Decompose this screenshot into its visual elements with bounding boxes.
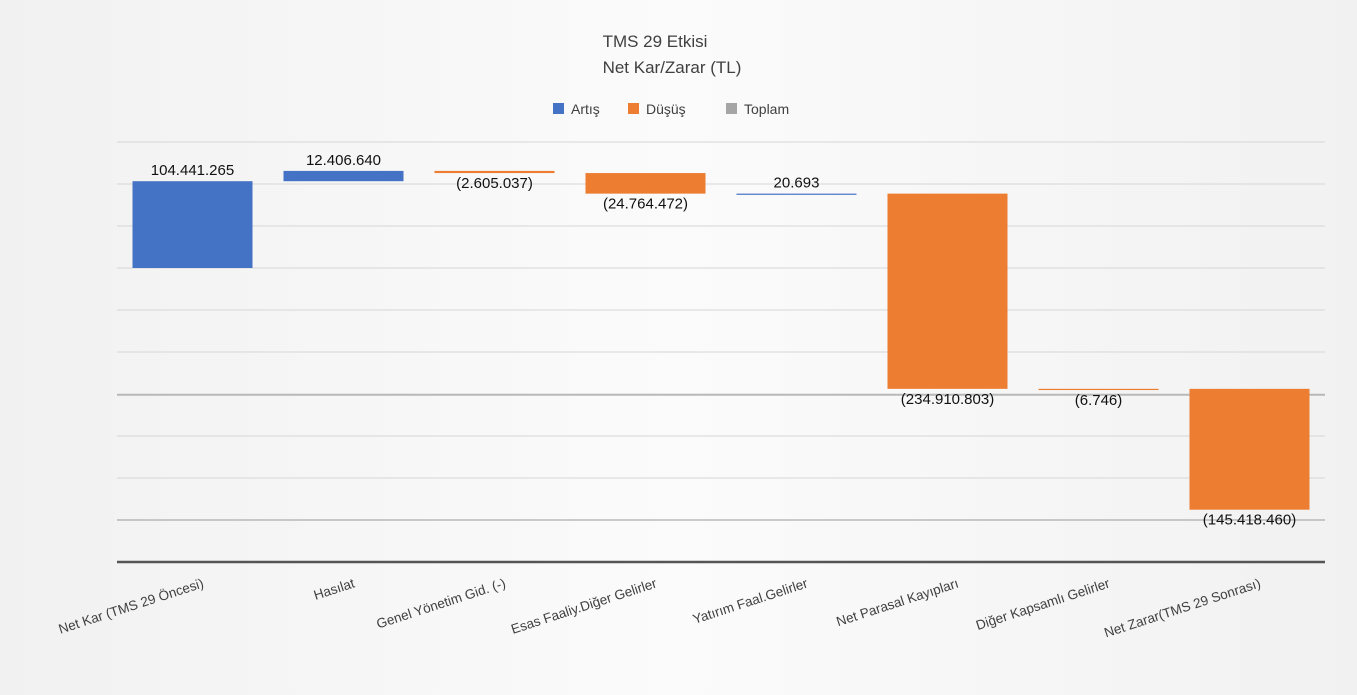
data-label-2: (2.605.037) [456,175,533,192]
bar-3 [585,173,706,194]
data-label-6: (6.746) [1075,392,1123,409]
data-label-1: 12.406.640 [306,152,381,169]
category-label-2: Genel Yönetim Gid. (-) [375,576,508,632]
bar-2 [434,170,555,174]
bar-0 [132,181,253,268]
bar-7 [1189,388,1310,510]
data-label-0: 104.441.265 [151,162,234,179]
category-label-3: Esas Faaliy.Diğer Gelirler [509,575,659,636]
bars [132,170,1310,510]
chart-title-line-2: Net Kar/Zarar (TL) [603,58,742,77]
data-label-5: (234.910.803) [901,391,994,408]
chart-title: TMS 29 Etkisi Net Kar/Zarar (TL) [603,32,742,77]
category-label-7: Net Zarar(TMS 29 Sonrası) [1102,576,1262,641]
data-label-7: (145.418.460) [1203,512,1296,529]
category-label-4: Yatırım Faal.Gelirler [691,575,810,626]
legend: Artış Düşüş Toplam [553,101,789,117]
bar-6 [1038,388,1159,391]
legend-label-2: Toplam [744,101,789,117]
bar-4 [736,193,857,195]
legend-label-0: Artış [571,101,600,117]
bar-1 [283,170,404,182]
x-axis: Net Kar (TMS 29 Öncesi) Hasılat Genel Yöne… [57,560,1325,641]
gridlines [117,141,1325,521]
category-label-0: Net Kar (TMS 29 Öncesi) [57,576,206,637]
data-label-3: (24.764.472) [603,196,688,213]
legend-label-1: Düşüş [646,101,686,117]
data-labels: 104.441.265 12.406.640 (2.605.037) (24.764.… [151,152,1296,529]
data-label-4: 20.693 [774,175,820,192]
category-label-1: Hasılat [312,576,357,603]
chart-title-line-1: TMS 29 Etkisi [603,32,708,51]
legend-swatch-0 [553,103,564,114]
legend-swatch-2 [726,103,737,114]
category-label-6: Diğer Kapsamlı Gelirler [974,575,1112,633]
category-label-5: Net Parasal Kayıpları [834,576,960,630]
legend-swatch-1 [628,103,639,114]
bar-5 [887,193,1008,389]
